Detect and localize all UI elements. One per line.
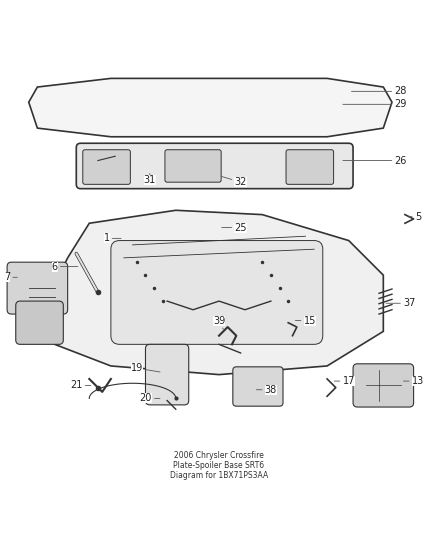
Text: 29: 29 [343, 99, 407, 109]
Text: 38: 38 [256, 385, 277, 395]
Text: 25: 25 [222, 223, 247, 232]
Text: 20: 20 [139, 393, 160, 403]
Text: 21: 21 [70, 381, 91, 390]
FancyBboxPatch shape [76, 143, 353, 189]
Text: 31: 31 [144, 174, 156, 185]
Text: 1: 1 [103, 233, 121, 244]
FancyBboxPatch shape [353, 364, 413, 407]
Text: 37: 37 [386, 298, 416, 308]
PathPatch shape [46, 211, 383, 375]
PathPatch shape [29, 78, 392, 137]
FancyBboxPatch shape [111, 240, 323, 344]
FancyBboxPatch shape [145, 344, 189, 405]
FancyBboxPatch shape [16, 301, 64, 344]
Text: 7: 7 [4, 272, 17, 282]
Text: 28: 28 [352, 86, 407, 96]
Text: 17: 17 [334, 376, 355, 386]
Text: 13: 13 [403, 376, 424, 386]
FancyBboxPatch shape [286, 150, 334, 184]
Text: 32: 32 [222, 176, 247, 187]
Text: 5: 5 [408, 212, 421, 222]
Text: 19: 19 [131, 363, 160, 373]
FancyBboxPatch shape [165, 150, 221, 182]
FancyBboxPatch shape [7, 262, 67, 314]
Text: 15: 15 [295, 316, 316, 326]
FancyBboxPatch shape [83, 150, 131, 184]
Text: 2006 Chrysler Crossfire
Plate-Spoiler Base SRT6
Diagram for 1BX71PS3AA: 2006 Chrysler Crossfire Plate-Spoiler Ba… [170, 450, 268, 480]
Text: 6: 6 [52, 262, 78, 271]
Text: 26: 26 [343, 156, 407, 166]
FancyBboxPatch shape [233, 367, 283, 406]
Text: 39: 39 [213, 316, 225, 329]
